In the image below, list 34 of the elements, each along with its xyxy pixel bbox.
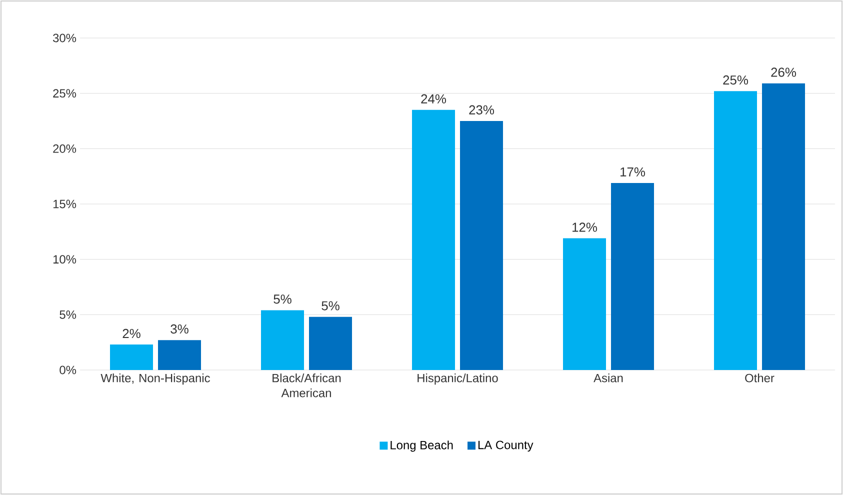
bar <box>261 310 304 370</box>
y-tick-label: 30% <box>53 34 76 42</box>
data-label: 24% <box>421 94 446 104</box>
y-tick-label: 10% <box>53 255 76 264</box>
x-tick-label: White, Non-Hispanic <box>100 374 210 385</box>
x-tick-label: Other <box>745 374 774 382</box>
data-label: 12% <box>572 222 598 232</box>
data-label: 5% <box>322 301 340 310</box>
data-label: 25% <box>723 75 748 85</box>
bar <box>611 182 654 370</box>
data-label: 3% <box>170 324 188 334</box>
data-label: 5% <box>274 294 292 304</box>
data-label: 2% <box>122 328 140 338</box>
bar <box>563 238 606 370</box>
data-label: 26% <box>771 68 796 77</box>
bar <box>309 316 352 370</box>
data-label: 17% <box>620 167 646 176</box>
bar <box>110 344 153 370</box>
y-tick-label: 5% <box>60 310 76 319</box>
bar <box>460 121 504 370</box>
legend-label: Long Beach <box>390 440 453 452</box>
bar <box>714 91 758 370</box>
y-tick-label: 20% <box>53 144 76 153</box>
bar <box>412 110 456 370</box>
bar <box>158 340 201 370</box>
y-tick-label: 0% <box>60 366 76 374</box>
legend-label: LA County <box>478 440 534 452</box>
x-tick-label: Asian <box>594 374 623 382</box>
y-tick-label: 25% <box>53 89 76 98</box>
data-label: 23% <box>469 105 494 114</box>
y-tick-label: 15% <box>53 200 76 208</box>
x-tick-label: Hispanic/Latino <box>418 374 498 385</box>
bar <box>762 83 806 370</box>
x-tick-label: Black/African American <box>272 374 341 398</box>
